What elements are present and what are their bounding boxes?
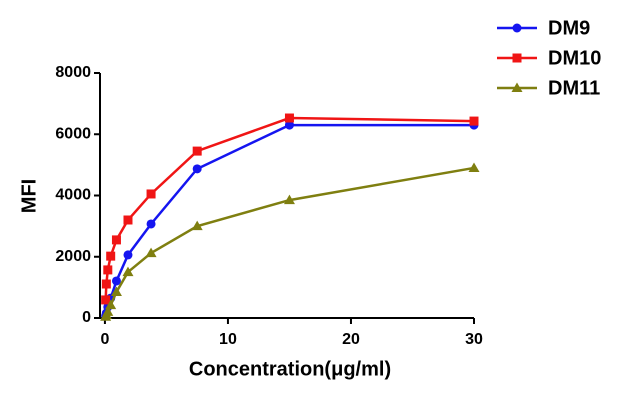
data-point — [123, 215, 133, 225]
data-point — [145, 247, 157, 258]
data-point — [105, 299, 117, 310]
y-axis-title: MFI — [18, 179, 40, 213]
data-point — [469, 116, 479, 126]
data-point — [103, 265, 113, 275]
x-tick-label: 0 — [100, 331, 109, 348]
data-point — [468, 162, 480, 172]
data-point — [123, 250, 133, 260]
data-point — [192, 164, 202, 174]
legend-label: DM10 — [548, 47, 601, 69]
y-tick-label: 6000 — [55, 125, 91, 142]
y-tick-label: 4000 — [55, 187, 91, 204]
series-line — [104, 123, 474, 317]
data-point — [110, 286, 122, 296]
y-tick-label: 0 — [82, 309, 91, 326]
series-line — [104, 166, 475, 318]
series-line — [104, 116, 475, 300]
y-tick-label: 2000 — [55, 248, 91, 265]
x-tick-label: 10 — [219, 331, 237, 348]
data-point — [111, 235, 121, 245]
data-point — [192, 146, 202, 156]
data-point — [101, 295, 111, 305]
data-point — [284, 120, 294, 130]
data-point — [111, 276, 121, 286]
legend-marker — [512, 23, 522, 33]
x-tick-label: 30 — [465, 331, 483, 348]
data-point — [146, 219, 156, 229]
legend-label: DM9 — [548, 17, 590, 39]
legend-marker — [511, 82, 523, 92]
legend-label: DM11 — [548, 77, 600, 99]
x-tick-label: 20 — [342, 331, 360, 348]
data-point — [284, 113, 294, 123]
data-point — [283, 194, 295, 205]
x-axis-title: Concentration(μg/ml) — [189, 358, 391, 380]
legend-marker — [512, 53, 522, 63]
data-point — [102, 306, 114, 316]
data-point — [122, 266, 134, 277]
data-point — [106, 251, 116, 261]
data-point — [101, 279, 111, 289]
y-tick-label: 8000 — [55, 64, 91, 81]
data-point — [146, 189, 156, 199]
data-point — [191, 220, 203, 231]
